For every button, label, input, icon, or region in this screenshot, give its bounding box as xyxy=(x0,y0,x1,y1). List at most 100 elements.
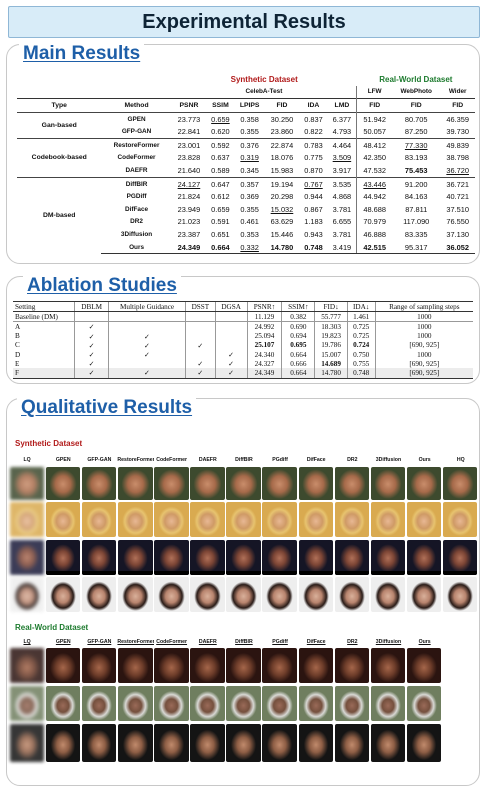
check-cell: ✓ xyxy=(74,331,109,341)
value-cell: 0.870 xyxy=(304,165,323,175)
value-cell: 50.057 xyxy=(356,125,393,139)
face-image xyxy=(118,577,153,612)
metric-cell: 1000 xyxy=(374,331,473,341)
value-cell: 76.550 xyxy=(446,217,469,227)
face-image xyxy=(154,577,189,612)
value-cell: 87.811 xyxy=(405,204,428,214)
value-cell: 37.130 xyxy=(446,229,469,239)
synthetic-row-3 xyxy=(9,540,479,575)
value-cell: 0.357 xyxy=(234,176,265,191)
metric-cell: 1000 xyxy=(374,311,473,323)
check-cell xyxy=(185,331,216,341)
metric-cell: 11.129 xyxy=(246,311,282,323)
value-cell: 23.860 xyxy=(270,127,294,137)
synthetic-row-2 xyxy=(9,502,479,537)
check-cell: ✓ xyxy=(214,349,248,360)
check-cell: ✓ xyxy=(108,368,186,379)
check-cell: ✓ xyxy=(74,368,109,379)
column-label: DiffBIR xyxy=(235,639,253,645)
table-row: 3Diffusion 23.387 0.651 0.353 15.446 0.943 3.7… xyxy=(17,228,475,241)
check-cell: ✓ xyxy=(185,359,216,369)
value-cell: 44.942 xyxy=(356,190,393,203)
check-cell: ✓ xyxy=(74,349,109,360)
value-cell: 21.023 xyxy=(177,217,201,227)
value-cell: 0.319 xyxy=(240,153,259,163)
column-label: GFP-GAN xyxy=(87,457,112,463)
metric-cell: 19.786 xyxy=(314,340,348,350)
value-cell: 38.798 xyxy=(446,153,469,163)
check-cell: ✓ xyxy=(74,340,109,350)
face-image xyxy=(262,502,297,537)
value-cell: 3.917 xyxy=(332,165,352,175)
metric-cell: 0.695 xyxy=(281,340,315,350)
column-label: LQ xyxy=(23,639,31,645)
value-cell: 0.775 xyxy=(304,153,323,163)
celeba-header: CelebA-Test xyxy=(245,88,283,96)
value-cell: 39.730 xyxy=(446,127,469,137)
value-cell: 3.781 xyxy=(332,204,352,214)
method-cell: GFP-GAN xyxy=(121,128,152,136)
method-cell: DR2 xyxy=(130,218,143,226)
check-cell xyxy=(214,311,248,323)
face-image xyxy=(9,648,45,683)
value-cell: 0.637 xyxy=(211,153,230,163)
value-cell: 70.979 xyxy=(356,215,393,229)
realworld-dataset-header: Real-World Dataset xyxy=(379,74,453,84)
value-cell: 23.773 xyxy=(171,111,207,126)
check-cell xyxy=(108,311,186,323)
column-label: DR2 xyxy=(347,457,358,463)
face-image xyxy=(334,648,370,683)
ablation-card: Ablation Studies Setting DBLM Multiple G… xyxy=(6,275,480,384)
table-row: DM-based DiffBIR 24.127 0.647 0.357 19.194 0.7… xyxy=(17,176,475,254)
face-image xyxy=(45,540,81,575)
value-cell: 0.943 xyxy=(304,229,323,239)
setting-cell: Baseline (DM) xyxy=(13,311,75,323)
table-row: GFP-GAN 22.841 0.620 0.355 23.860 0.822 4.793 5… xyxy=(17,125,475,139)
face-image xyxy=(442,577,478,612)
metric-cell: 0.725 xyxy=(346,321,376,332)
metric-cell: 24.327 xyxy=(246,359,282,369)
face-image xyxy=(45,577,81,612)
metric-cell: 0.382 xyxy=(281,311,315,323)
value-cell: 47.532 xyxy=(356,164,393,178)
face-image xyxy=(334,502,370,537)
method-cell: CodeFormer xyxy=(117,154,156,162)
value-cell: 6.655 xyxy=(332,217,352,227)
value-cell: 46.359 xyxy=(440,111,475,126)
value-cell: 40.721 xyxy=(446,192,469,202)
col-fid-webphoto: FID xyxy=(392,98,441,113)
col-fid: FID xyxy=(264,98,300,113)
face-image xyxy=(190,724,225,762)
value-cell: 20.298 xyxy=(270,192,294,202)
col-fid-lfw: FID xyxy=(356,98,393,113)
face-image xyxy=(262,540,297,575)
webphoto-header: WebPhoto xyxy=(400,88,432,96)
value-cell: 22.841 xyxy=(177,127,201,137)
face-image xyxy=(190,686,225,721)
face-image xyxy=(190,467,225,500)
face-image xyxy=(298,648,334,683)
face-image xyxy=(262,577,297,612)
realworld-dataset-label: Real-World Dataset xyxy=(15,623,89,632)
face-image xyxy=(190,540,225,575)
column-label: 3Diffusion xyxy=(375,457,402,463)
check-cell xyxy=(108,321,186,332)
face-image xyxy=(154,648,189,683)
metric-cell: 0.664 xyxy=(281,368,315,379)
value-cell: 0.589 xyxy=(211,165,230,175)
metric-cell: 1000 xyxy=(374,349,473,360)
setting-cell: A xyxy=(15,322,21,331)
metric-cell: 0.690 xyxy=(281,321,315,332)
value-cell: 0.358 xyxy=(234,111,265,126)
column-label: GFP-GAN xyxy=(87,639,112,645)
face-image xyxy=(298,686,334,721)
face-image xyxy=(81,724,117,762)
value-cell: 0.837 xyxy=(299,111,328,126)
value-cell: 0.620 xyxy=(211,127,230,137)
abl-col-range: Range of sampling steps xyxy=(374,300,473,313)
value-cell: 21.640 xyxy=(177,165,201,175)
column-label: DiffBIR xyxy=(235,457,253,463)
check-cell xyxy=(214,331,248,341)
metric-cell: [690, 925] xyxy=(374,340,473,350)
qualitative-title: Qualitative Results xyxy=(17,397,197,419)
